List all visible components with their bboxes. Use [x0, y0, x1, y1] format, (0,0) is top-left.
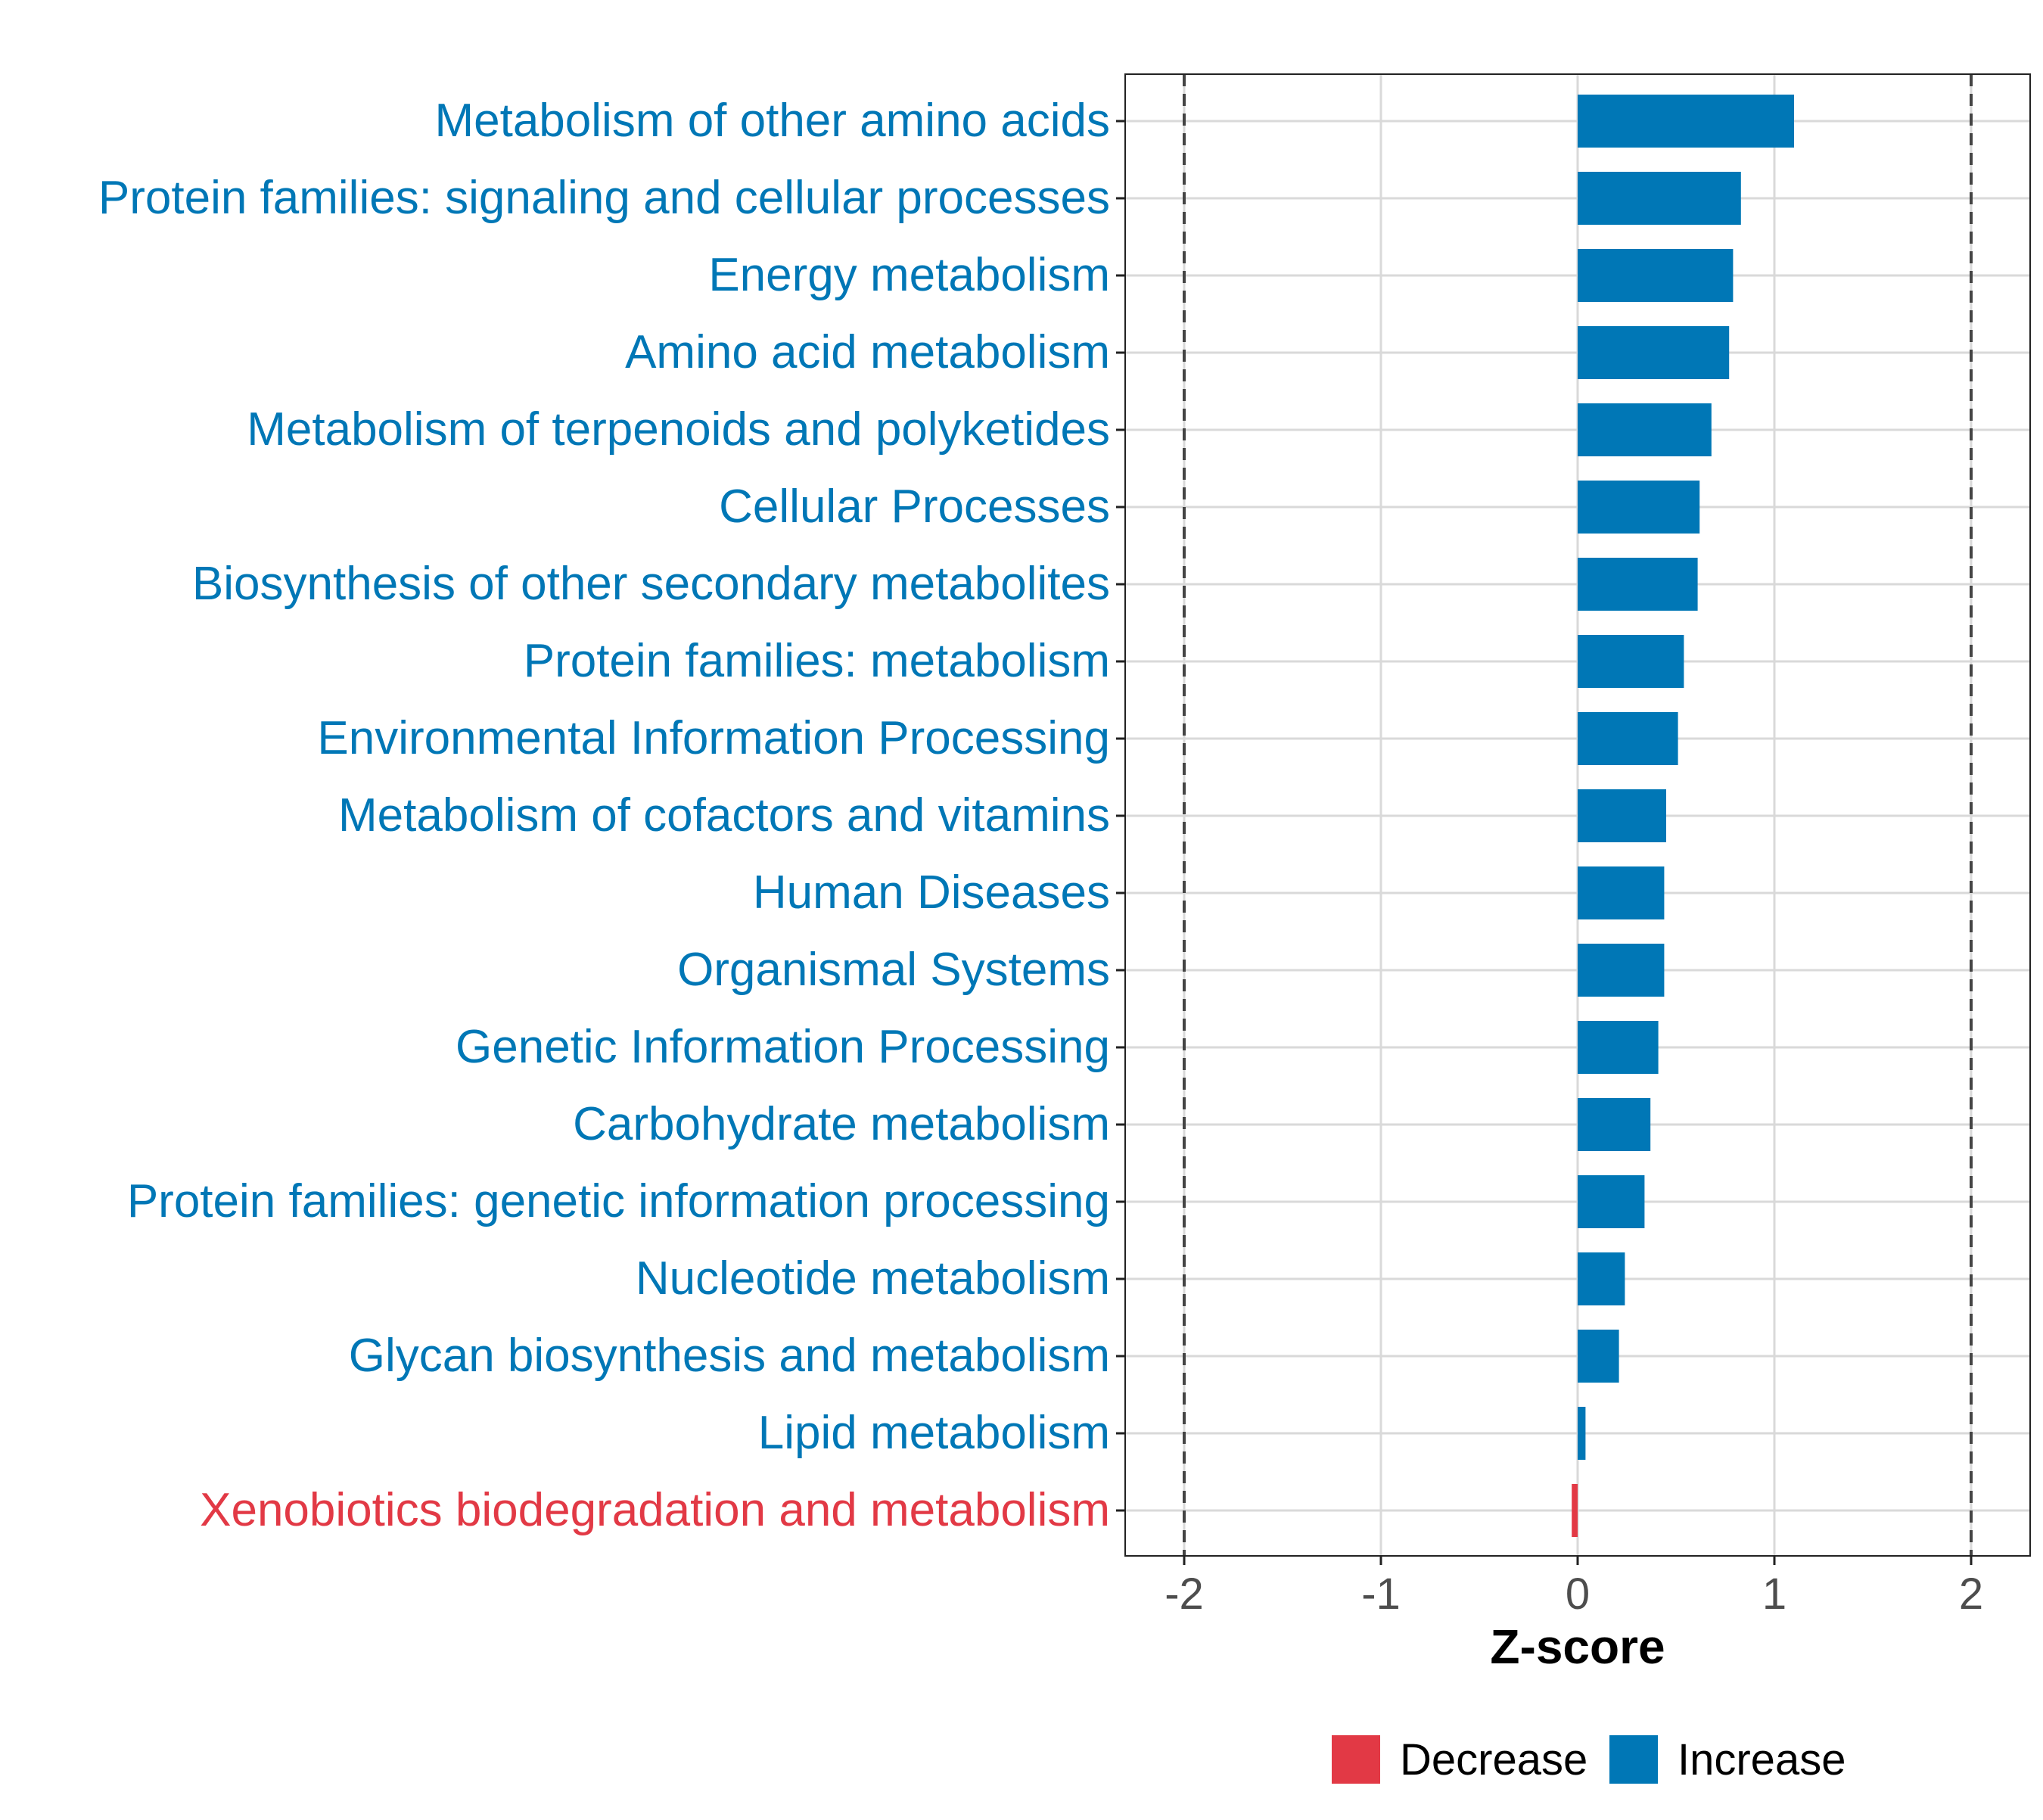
- x-tick-label: -1: [1361, 1570, 1401, 1619]
- bar: [1578, 1252, 1625, 1305]
- bar: [1572, 1484, 1578, 1537]
- y-tick-label: Amino acid metabolism: [625, 326, 1110, 378]
- y-tick-label: Lipid metabolism: [758, 1407, 1110, 1459]
- bar: [1578, 481, 1700, 534]
- y-tick-label: Xenobiotics biodegradation and metabolis…: [200, 1484, 1110, 1536]
- legend-swatch: [1609, 1735, 1658, 1784]
- bar: [1578, 944, 1665, 997]
- bar: [1578, 558, 1698, 611]
- y-tick-label: Cellular Processes: [719, 481, 1110, 533]
- bar: [1578, 1098, 1651, 1151]
- y-tick-label: Genetic Information Processing: [456, 1021, 1110, 1073]
- y-tick-label: Human Diseases: [753, 866, 1110, 919]
- x-axis-title: Z-score: [1490, 1619, 1665, 1674]
- bar: [1578, 866, 1665, 919]
- y-tick-label: Protein families: genetic information pr…: [127, 1175, 1110, 1227]
- legend-swatch: [1332, 1735, 1380, 1784]
- y-tick-label: Protein families: metabolism: [524, 635, 1110, 687]
- bar: [1578, 1330, 1619, 1383]
- y-tick-label: Environmental Information Processing: [317, 712, 1110, 764]
- bar: [1578, 95, 1794, 148]
- bar: [1578, 1175, 1645, 1228]
- y-tick-label: Energy metabolism: [708, 249, 1110, 301]
- bar: [1578, 712, 1678, 765]
- bar: [1578, 249, 1734, 302]
- y-tick-label: Carbohydrate metabolism: [573, 1098, 1110, 1150]
- x-tick-label: -2: [1165, 1570, 1204, 1619]
- bar: [1578, 789, 1666, 842]
- y-tick-label: Organismal Systems: [677, 944, 1110, 996]
- legend-label: Decrease: [1400, 1735, 1587, 1784]
- y-tick-label: Biosynthesis of other secondary metaboli…: [192, 558, 1110, 610]
- y-tick-label: Nucleotide metabolism: [636, 1252, 1110, 1305]
- y-tick-label: Glycan biosynthesis and metabolism: [349, 1330, 1110, 1382]
- bar: [1578, 1407, 1586, 1460]
- bar: [1578, 1021, 1659, 1074]
- bar: [1578, 403, 1712, 456]
- y-tick-label: Protein families: signaling and cellular…: [98, 172, 1110, 224]
- x-tick-label: 2: [1959, 1570, 1983, 1619]
- legend-label: Increase: [1678, 1735, 1846, 1784]
- bar: [1578, 172, 1741, 225]
- bar: [1578, 635, 1684, 688]
- bar: [1578, 326, 1730, 379]
- y-tick-label: Metabolism of terpenoids and polyketides: [247, 403, 1110, 456]
- x-tick-label: 1: [1762, 1570, 1786, 1619]
- x-tick-label: 0: [1566, 1570, 1590, 1619]
- y-tick-label: Metabolism of other amino acids: [434, 95, 1110, 147]
- y-tick-label: Metabolism of cofactors and vitamins: [338, 789, 1110, 842]
